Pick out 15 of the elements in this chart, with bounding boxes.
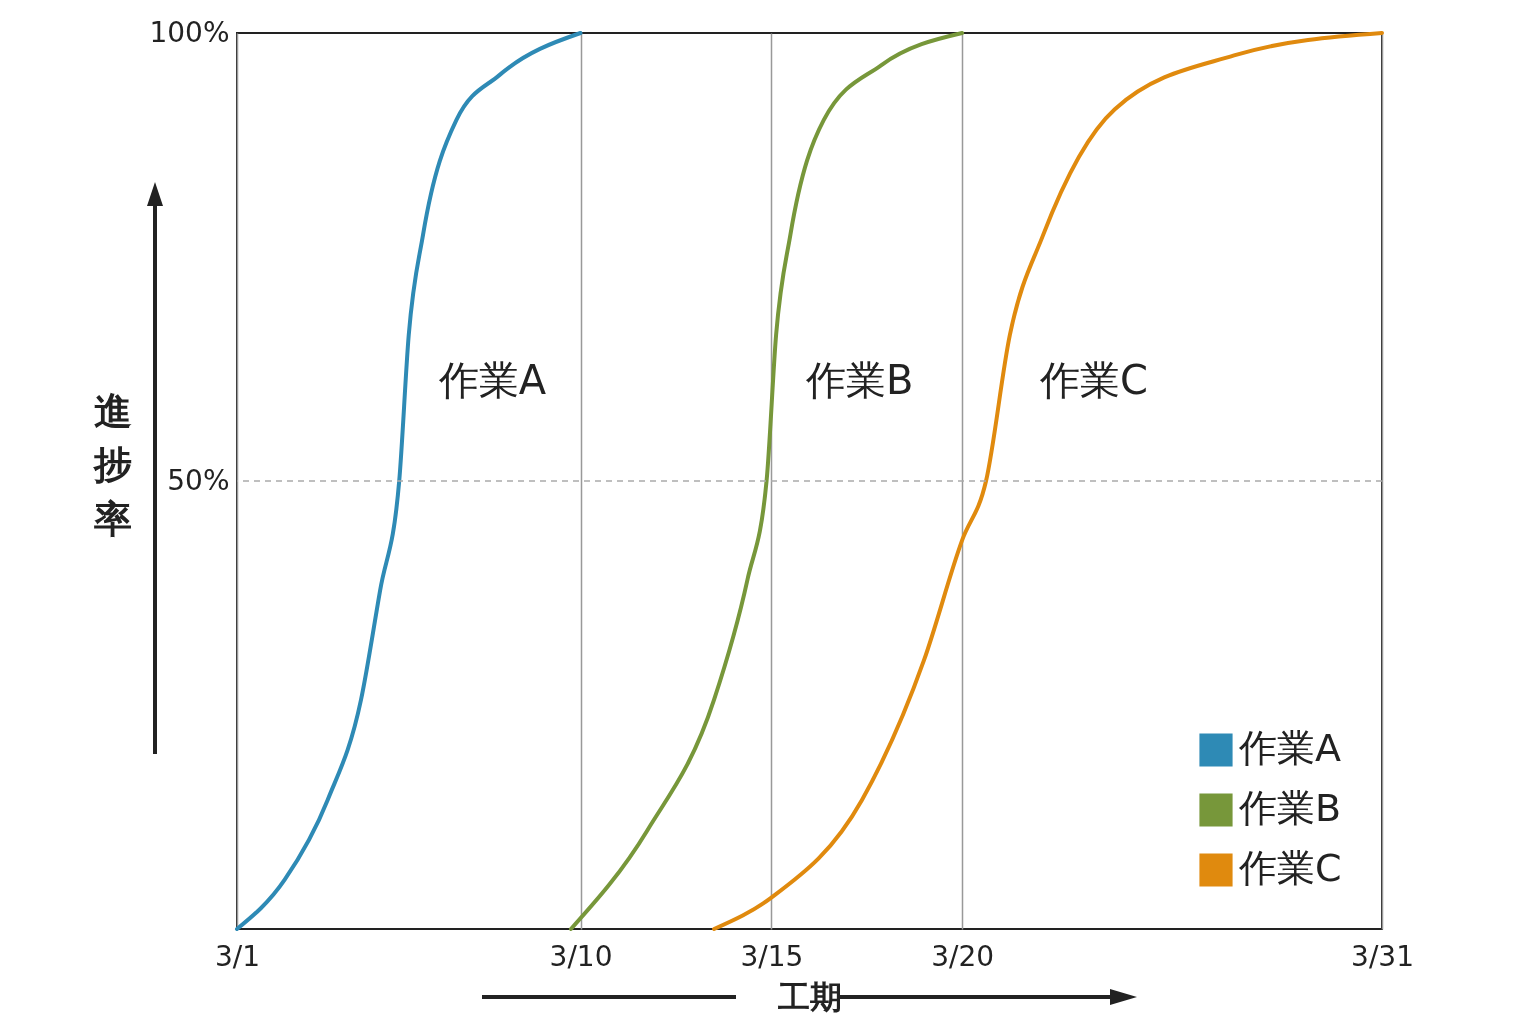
y-tick-label: 50%: [167, 463, 230, 497]
legend-label: 作業C: [1238, 846, 1342, 890]
text: 作業C: [1039, 357, 1148, 404]
y-axis-title: 進捗率: [92, 388, 132, 541]
x-tick-label: 3/10: [549, 939, 613, 973]
legend-label: 作業A: [1238, 726, 1341, 770]
legend-label: 作業B: [1238, 786, 1342, 830]
x-tick-label: 3/31: [1351, 939, 1414, 973]
text: 作業A: [438, 357, 547, 404]
y-tick-label: 100%: [149, 15, 230, 49]
x-tick-label: 3/1: [214, 939, 261, 973]
x-tick-label: 3/20: [931, 939, 995, 973]
x-tick-label: 3/15: [740, 939, 804, 973]
x-axis-title: 工期: [777, 977, 842, 1016]
text: 作業B: [806, 357, 914, 404]
